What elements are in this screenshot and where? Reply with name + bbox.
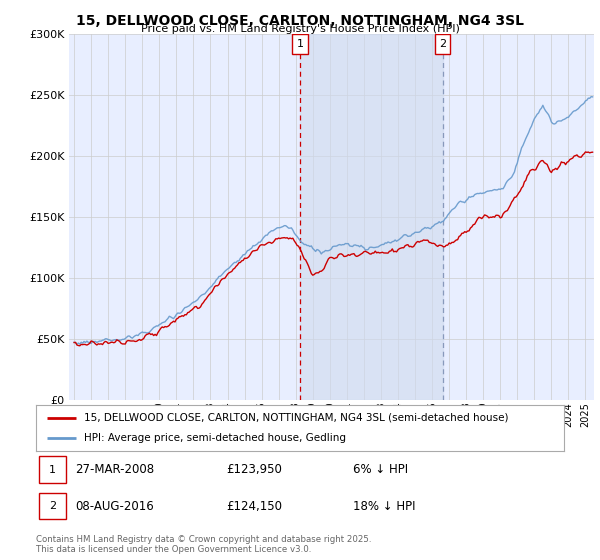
Text: £123,950: £123,950 [226,463,282,476]
Text: Price paid vs. HM Land Registry's House Price Index (HPI): Price paid vs. HM Land Registry's House … [140,24,460,34]
Bar [300,34,443,400]
Text: £124,150: £124,150 [226,500,282,512]
FancyBboxPatch shape [435,34,451,54]
Text: 15, DELLWOOD CLOSE, CARLTON, NOTTINGHAM, NG4 3SL (semi-detached house): 15, DELLWOOD CLOSE, CARLTON, NOTTINGHAM,… [83,413,508,423]
Text: HPI: Average price, semi-detached house, Gedling: HPI: Average price, semi-detached house,… [83,433,346,443]
Text: 2: 2 [49,501,56,511]
Text: 27-MAR-2008: 27-MAR-2008 [76,463,155,476]
Text: 6% ↓ HPI: 6% ↓ HPI [353,463,408,476]
Text: 18% ↓ HPI: 18% ↓ HPI [353,500,415,512]
FancyBboxPatch shape [292,34,308,54]
FancyBboxPatch shape [38,456,66,483]
Text: Contains HM Land Registry data © Crown copyright and database right 2025.
This d: Contains HM Land Registry data © Crown c… [36,535,371,554]
Text: 1: 1 [49,465,56,475]
Text: 2: 2 [439,39,446,49]
Text: 15, DELLWOOD CLOSE, CARLTON, NOTTINGHAM, NG4 3SL: 15, DELLWOOD CLOSE, CARLTON, NOTTINGHAM,… [76,14,524,28]
FancyBboxPatch shape [38,493,66,520]
Text: 08-AUG-2016: 08-AUG-2016 [76,500,154,512]
Text: 1: 1 [296,39,304,49]
